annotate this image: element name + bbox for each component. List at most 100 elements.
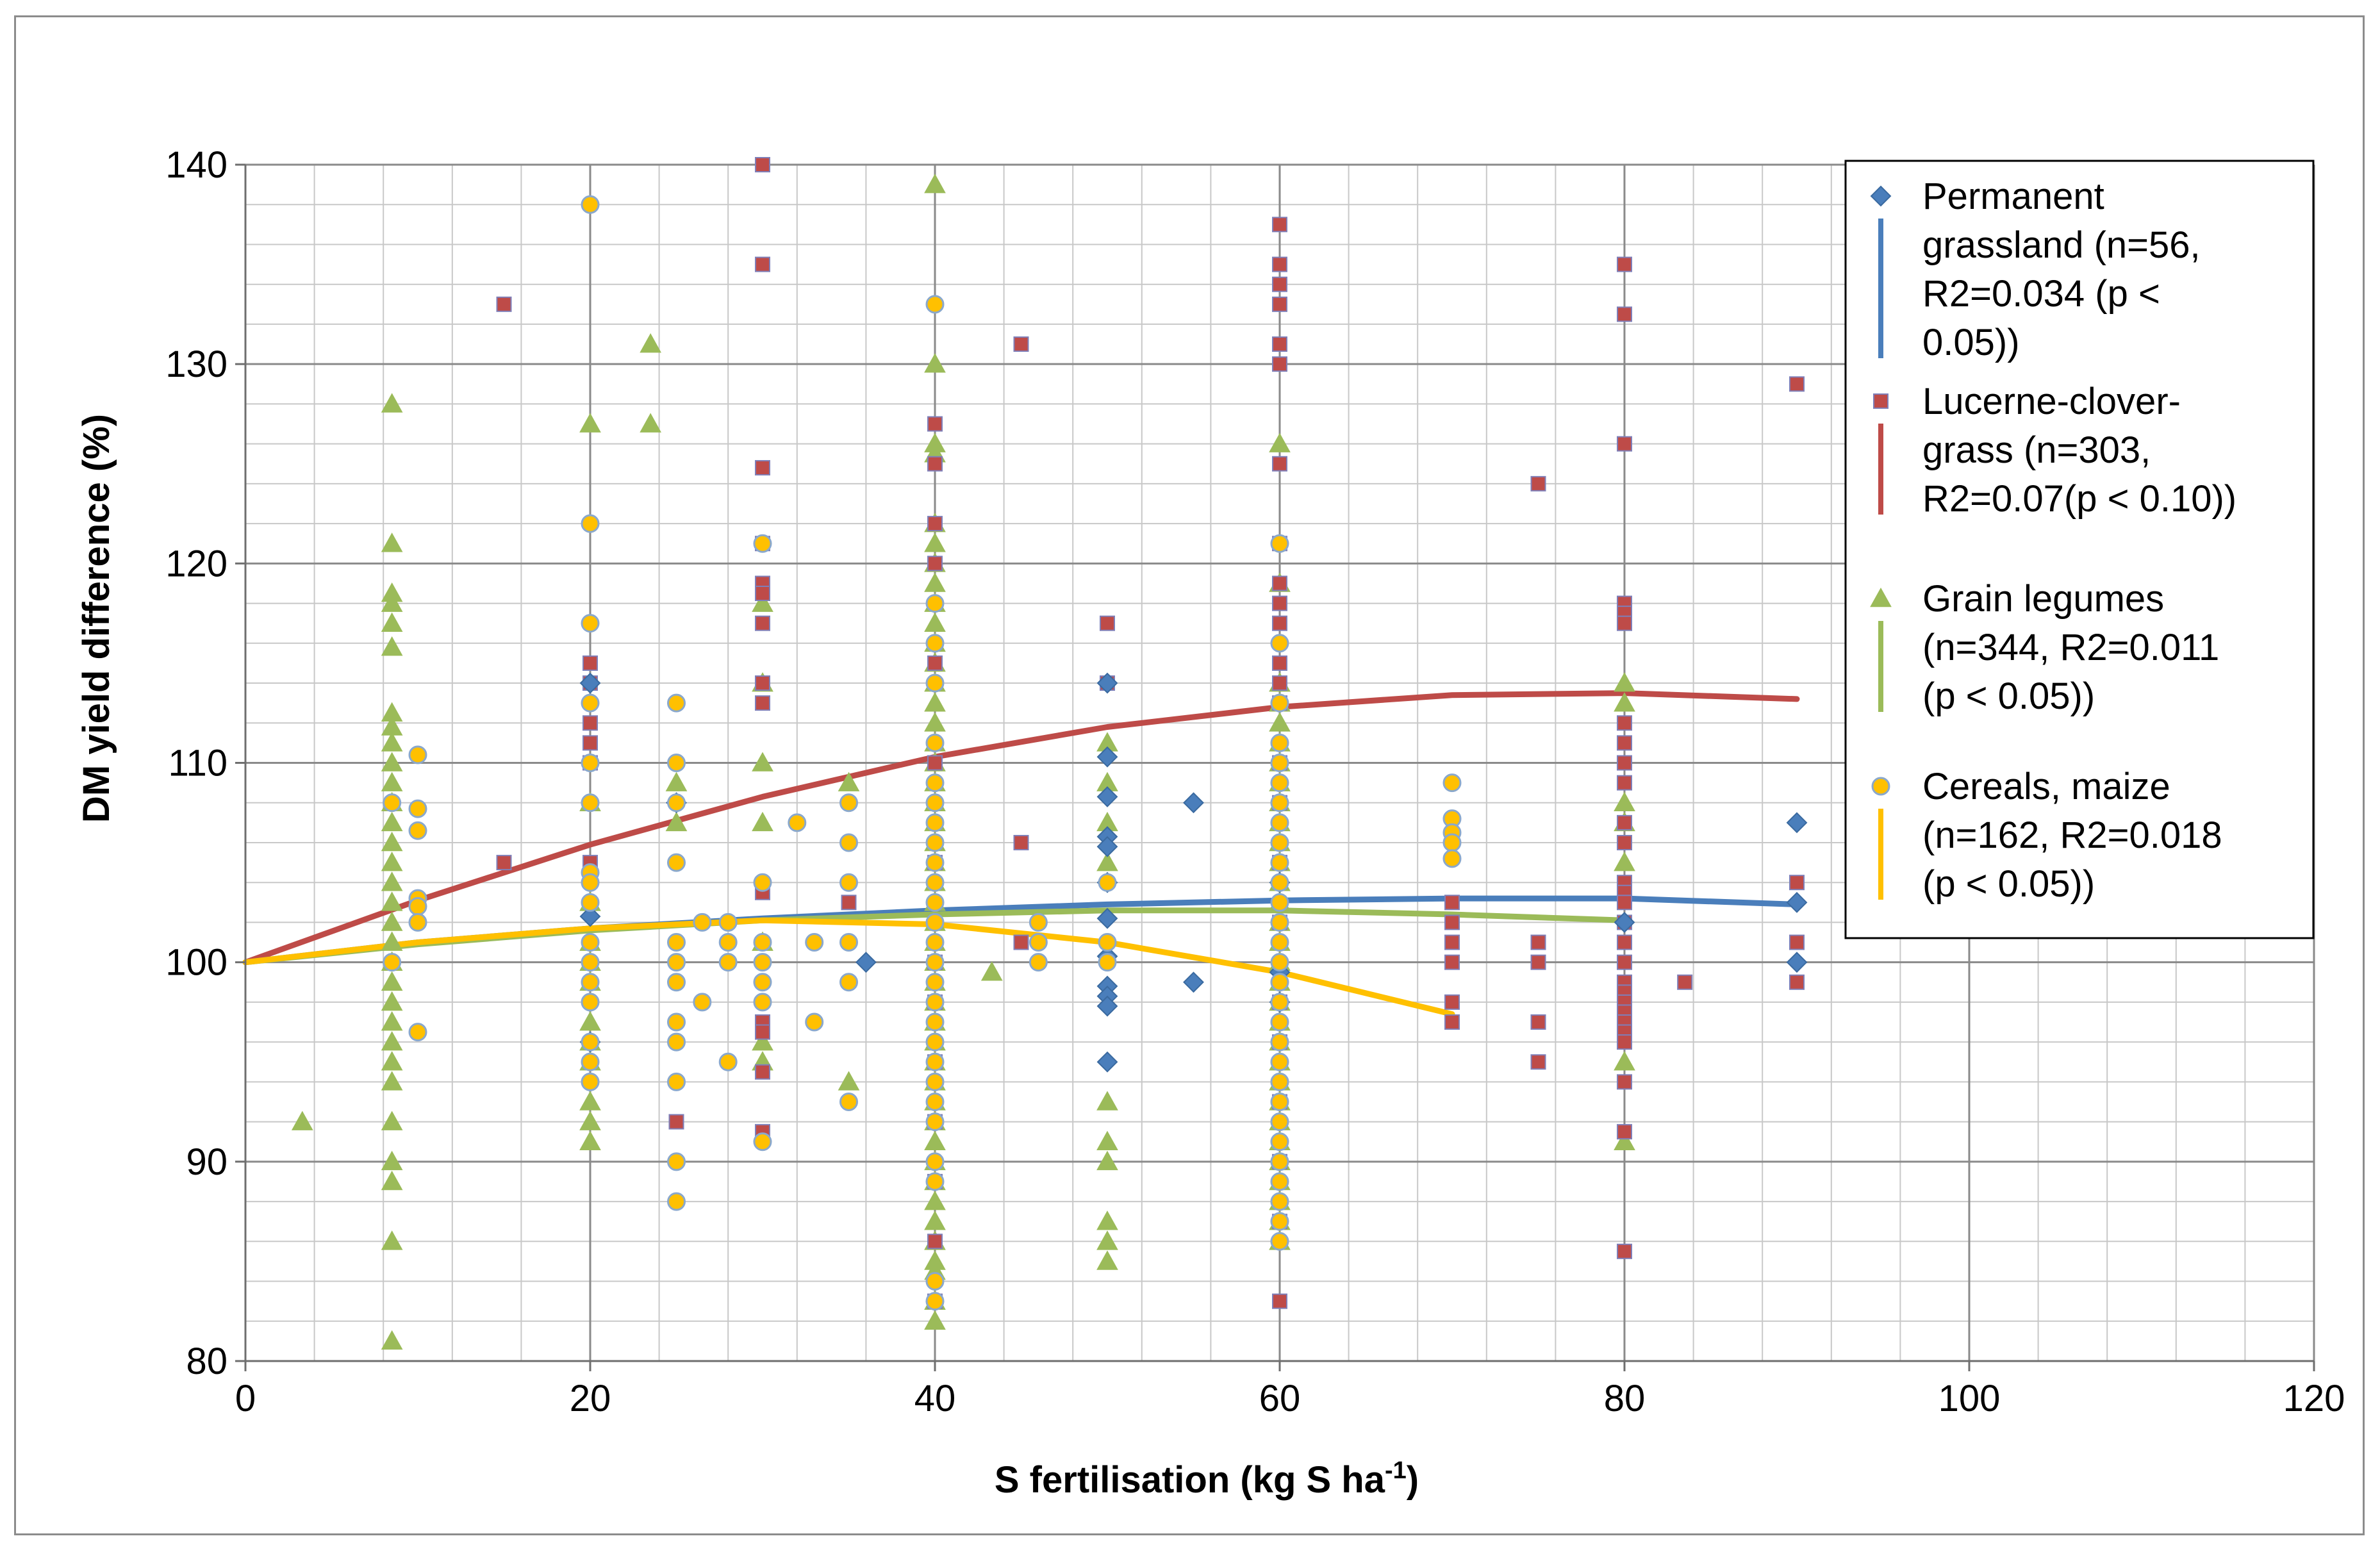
data-point-square (1013, 834, 1029, 850)
chart-frame: 0 20 40 60 80 100 120 80 90 100 110 120 130 140 DM yi… (14, 15, 2365, 1535)
data-point-circle (581, 614, 600, 633)
data-point-circle (581, 693, 600, 713)
data-point-triangle (381, 612, 403, 632)
legend-label-line: Lucerne-clover- (1922, 381, 2181, 422)
data-point-square (1272, 256, 1287, 272)
y-tick-label: 80 (186, 1341, 227, 1382)
data-point-circle (925, 1112, 945, 1132)
data-point-triangle (579, 1091, 601, 1110)
data-point-diamond (1096, 746, 1118, 768)
data-point-triangle (381, 1051, 403, 1071)
data-point-square (1617, 1074, 1632, 1090)
data-point-diamond (579, 672, 601, 694)
x-axis-title-end: ) (1407, 1459, 1419, 1501)
data-point-circle (925, 1272, 945, 1291)
data-point-circle (581, 1032, 600, 1052)
data-point-circle (1270, 1212, 1289, 1231)
data-point-circle (839, 873, 858, 892)
legend-label-line: Permanent (1922, 176, 2104, 217)
data-point-circle (581, 793, 600, 813)
tick-labels: 0 20 40 60 80 100 120 80 90 100 110 120 130 140 (165, 144, 2345, 1419)
data-point-square (1789, 974, 1805, 990)
data-point-circle (925, 933, 945, 952)
data-point-circle (925, 833, 945, 852)
data-point-triangle (381, 871, 403, 891)
data-point-triangle (838, 772, 860, 791)
data-point-circle (753, 873, 772, 892)
data-point-square (1272, 336, 1287, 352)
data-point-triangle (381, 772, 403, 791)
data-point-triangle (381, 811, 403, 832)
data-point-square (1444, 954, 1460, 970)
data-point-circle (667, 754, 686, 772)
data-point-diamond (1096, 1051, 1118, 1073)
legend-label-line: grassland (n=56, (1922, 224, 2201, 266)
data-point-circle (1270, 634, 1289, 653)
data-point-circle (667, 1012, 686, 1032)
data-point-diamond (1786, 812, 1808, 834)
data-point-circle (925, 1152, 945, 1171)
data-point-square (1272, 1293, 1287, 1309)
data-point-triangle (381, 592, 403, 612)
data-point-circle (925, 1032, 945, 1052)
x-tick-label: 80 (1604, 1378, 1646, 1419)
data-point-circle (581, 1072, 600, 1091)
data-point-circle (925, 673, 945, 693)
data-point-square (1789, 376, 1805, 392)
y-tick-label: 120 (165, 543, 227, 584)
legend-marker-square (1873, 393, 1888, 409)
data-point-circle (925, 912, 945, 932)
data-point-diamond (1096, 907, 1118, 929)
data-point-diamond (1614, 912, 1635, 933)
data-point-circle (925, 594, 945, 613)
data-point-square (1617, 715, 1632, 731)
data-point-circle (925, 1072, 945, 1091)
data-point-circle (839, 973, 858, 992)
data-point-diamond (1096, 995, 1118, 1017)
data-point-circle (925, 973, 945, 992)
data-point-circle (1270, 1172, 1289, 1191)
data-point-circle (925, 1092, 945, 1111)
data-point-square (1530, 954, 1546, 970)
data-point-triangle (980, 961, 1003, 981)
data-point-triangle (1614, 1130, 1635, 1151)
legend-label-line: (n=162, R2=0.018 (1922, 814, 2222, 856)
data-point-triangle (924, 612, 946, 632)
data-point-circle (667, 1032, 686, 1052)
data-point-circle (925, 793, 945, 813)
data-point-square (1617, 934, 1632, 950)
data-point-square (1272, 615, 1287, 631)
legend-label-line: Cereals, maize (1922, 766, 2170, 807)
data-point-triangle (1096, 1250, 1118, 1270)
data-point-circle (581, 973, 600, 992)
data-point-circle (805, 933, 824, 952)
data-point-square (1617, 895, 1632, 911)
data-point-square (1789, 934, 1805, 950)
data-point-square (1677, 974, 1693, 990)
data-point-circle (753, 993, 772, 1012)
legend-box (1844, 160, 2315, 939)
data-point-circle (1270, 1052, 1289, 1071)
data-point-triangle (381, 991, 403, 1011)
data-point-square (755, 695, 770, 711)
data-point-circle (383, 793, 402, 813)
data-point-circle (667, 1072, 686, 1091)
data-point-circle (1270, 1112, 1289, 1132)
data-point-square (1617, 834, 1632, 850)
data-point-diamond (1183, 792, 1204, 814)
data-point-circle (1270, 1012, 1289, 1032)
data-point-square (927, 755, 943, 771)
x-tick-label: 60 (1259, 1378, 1301, 1419)
data-point-square (755, 586, 770, 602)
data-point-triangle (1269, 433, 1291, 452)
data-point-square (1617, 306, 1632, 322)
data-point-circle (581, 754, 600, 772)
data-point-square (1444, 994, 1460, 1010)
data-point-circle (925, 993, 945, 1012)
data-point-circle (718, 912, 738, 932)
data-point-circle (667, 693, 686, 713)
data-points (291, 157, 1808, 1350)
data-point-square (927, 1234, 943, 1250)
y-tick-label: 90 (186, 1141, 227, 1183)
data-point-circle (753, 973, 772, 992)
